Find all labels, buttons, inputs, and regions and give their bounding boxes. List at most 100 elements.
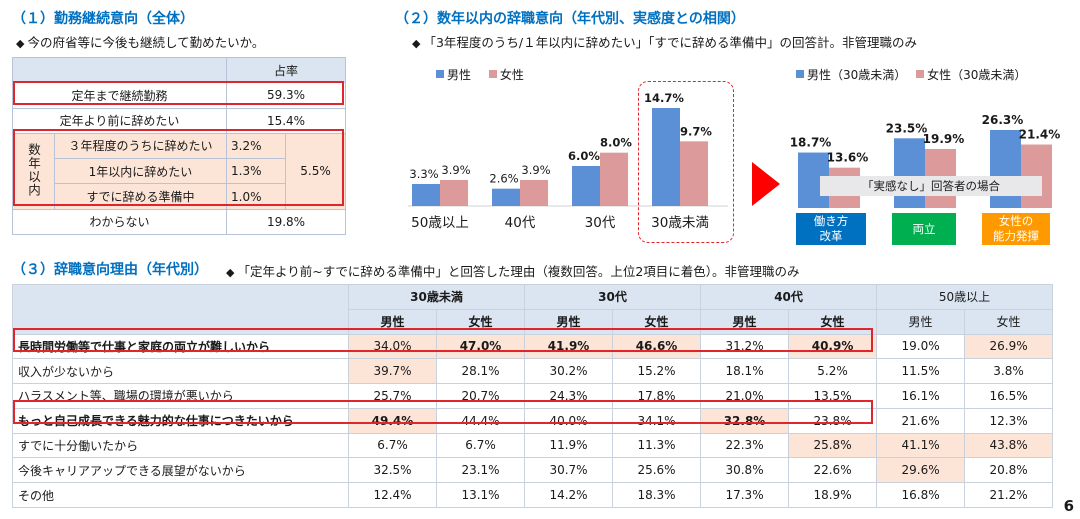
reason-value: 21.0% xyxy=(700,383,790,409)
reason-row: 今後キャリアアップできる展望がないから 32.5% 23.1% 30.7% 25.6% 3… xyxy=(12,457,1054,484)
retention-row: わからない 19.8% xyxy=(12,208,347,236)
reason-value: 22.3% xyxy=(700,432,790,459)
retention-row-value: 59.3% xyxy=(225,82,347,109)
bar-male xyxy=(412,184,440,206)
data-label: 23.5% xyxy=(886,121,928,135)
bar-male xyxy=(990,130,1021,208)
reason-value: 5.2% xyxy=(788,358,878,385)
retention-row-value: 3.2% xyxy=(226,132,286,160)
category-label: 女性の 能力発揮 xyxy=(993,214,1039,243)
bar-female xyxy=(680,141,708,206)
category-box-balance: 両立 xyxy=(892,213,956,245)
retention-row-label: 定年より前に辞めたい xyxy=(12,107,227,134)
legend-male-swatch xyxy=(436,70,444,78)
legend-female-u30: 女性（30歳未満） xyxy=(927,68,1027,82)
reason-table-body: 長時間労働等で仕事と家庭の両立が難しいから 34.0% 47.0% 41.9% 46.6… xyxy=(12,333,1054,508)
reason-value: 47.0% xyxy=(435,333,526,360)
retention-group-cell: 数年以内 xyxy=(12,132,55,210)
reason-label: もっと自己成長できる魅力的な仕事につきたいから xyxy=(12,407,349,434)
reason-value: 26.9% xyxy=(964,333,1054,360)
legend-female-swatch xyxy=(916,70,925,78)
reason-label: 今後キャリアアップできる展望がないから xyxy=(12,457,349,484)
reason-value: 11.9% xyxy=(524,432,614,459)
reason-value: 23.8% xyxy=(788,407,878,434)
sub-header: 男性 xyxy=(700,308,790,335)
reason-value: 16.1% xyxy=(876,383,966,409)
reason-value: 46.6% xyxy=(612,333,702,360)
reason-value: 3.8% xyxy=(964,358,1054,385)
section2-note: ◆ 「3年程度のうち/１年以内に辞めたい」「すでに辞める準備中」の回答計。非管理職… xyxy=(412,32,917,51)
sub-header: 女性 xyxy=(964,308,1054,335)
reason-value: 18.1% xyxy=(700,358,790,385)
reason-label: すでに十分働いたから xyxy=(12,432,349,459)
group-header: 30代 xyxy=(524,284,702,310)
data-label: 21.4% xyxy=(1019,128,1061,142)
diamond-icon: ◆ xyxy=(226,266,235,279)
reason-value: 25.6% xyxy=(612,457,702,484)
bar-male xyxy=(652,108,680,206)
reason-value: 20.7% xyxy=(435,383,526,409)
diamond-icon: ◆ xyxy=(412,37,421,50)
retention-row-label: 定年まで継続勤務 xyxy=(12,82,227,109)
reason-value: 6.7% xyxy=(435,432,526,459)
data-label: 14.7% xyxy=(644,91,684,105)
reason-value: 44.4% xyxy=(435,407,526,434)
reason-value: 40.9% xyxy=(788,333,878,360)
group-header: 50歳以上 xyxy=(876,284,1054,310)
reason-row: 長時間労働等で仕事と家庭の両立が難しいから 34.0% 47.0% 41.9% 46.6… xyxy=(12,333,1054,360)
data-label: 13.6% xyxy=(827,151,869,165)
chart2-legend: 男性（30歳未満） 女性（30歳未満） xyxy=(796,66,1026,83)
retention-row-label: すでに辞める準備中 xyxy=(54,183,227,210)
section3-title: （３）辞職意向理由（年代別） xyxy=(12,262,208,278)
reason-value: 25.7% xyxy=(348,383,437,409)
retention-row: 定年より前に辞めたい 15.4% xyxy=(12,107,347,134)
legend-female-swatch xyxy=(488,70,497,78)
data-label: 2.6% xyxy=(489,172,518,186)
reason-row: すでに十分働いたから 6.7% 6.7% 11.9% 11.3% 22.3% 25.8% 41… xyxy=(12,432,1054,459)
chart1-legend: 男性 女性 xyxy=(436,66,524,83)
reason-value: 13.5% xyxy=(788,383,878,409)
reason-label: ハラスメント等、職場の環境が悪いから xyxy=(12,383,349,409)
retention-group-row: 数年以内 ３年程度のうちに辞めたい 3.2% 5.5% xyxy=(12,132,347,210)
reason-value: 22.6% xyxy=(788,457,878,484)
reason-value: 14.2% xyxy=(524,482,614,508)
data-label: 3.3% xyxy=(409,167,438,181)
bar-male xyxy=(572,166,600,206)
sub-header: 女性 xyxy=(435,308,526,335)
retention-group-label: 数年以内 xyxy=(26,142,41,197)
reason-value: 11.5% xyxy=(876,358,966,385)
reason-value: 32.5% xyxy=(348,457,437,484)
reason-value: 39.7% xyxy=(348,358,437,385)
reason-value: 24.3% xyxy=(524,383,614,409)
reason-value: 18.3% xyxy=(612,482,702,508)
data-label: 6.0% xyxy=(568,149,600,163)
data-label: 8.0% xyxy=(600,136,632,150)
retention-row-value: 19.8% xyxy=(225,208,347,236)
reason-value: 19.0% xyxy=(876,333,966,360)
reason-value: 28.1% xyxy=(435,358,526,385)
reason-label: 収入が少ないから xyxy=(12,358,349,385)
category-label: 両立 xyxy=(912,221,936,236)
retention-header-blank xyxy=(12,56,227,84)
retention-header-share: 占率 xyxy=(225,56,347,84)
highlight-dashed-frame xyxy=(638,81,734,243)
bar-female xyxy=(440,180,468,206)
retention-table: 占率 定年まで継続勤務 59.3% 定年より前に辞めたい 15.4% 数年以内 … xyxy=(12,56,347,236)
bar-female xyxy=(520,180,548,206)
retention-table-header: 占率 xyxy=(12,56,347,84)
reason-value: 15.2% xyxy=(612,358,702,385)
reason-value: 13.1% xyxy=(435,482,526,508)
category-label: 50歳以上 xyxy=(411,215,469,231)
bar-female xyxy=(600,152,628,206)
data-label: 9.7% xyxy=(680,124,712,138)
reason-value: 34.1% xyxy=(612,407,702,434)
reason-value: 25.8% xyxy=(788,432,878,459)
bar-male xyxy=(894,138,925,208)
reason-value: 49.4% xyxy=(348,407,437,434)
reason-value: 43.8% xyxy=(964,432,1054,459)
reason-row: 収入が少ないから 39.7% 28.1% 30.2% 15.2% 18.1% 5.2% 11.… xyxy=(12,358,1054,385)
reason-row: ハラスメント等、職場の環境が悪いから 25.7% 20.7% 24.3% 17.8% 21… xyxy=(12,383,1054,409)
section1-note-text: 今の府省等に今後も継続して勤めたいか。 xyxy=(27,35,265,50)
page-number: 6 xyxy=(1063,497,1074,515)
reason-row: その他 12.4% 13.1% 14.2% 18.3% 17.3% 18.9% 16.8% 21… xyxy=(12,482,1054,508)
